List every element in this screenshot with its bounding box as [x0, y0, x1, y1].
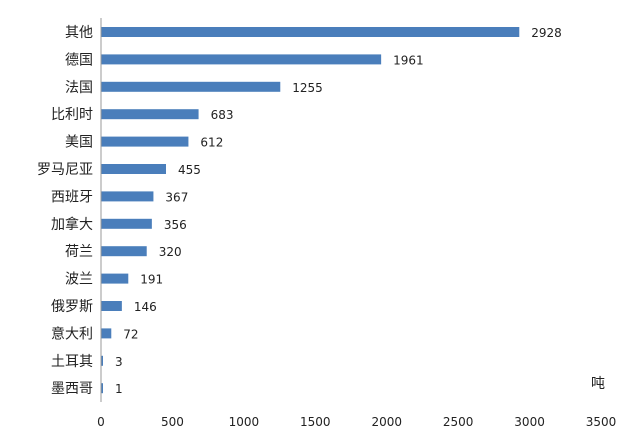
category-label-9: 波兰	[65, 272, 93, 288]
bar-12	[101, 355, 103, 366]
bar-9	[101, 273, 129, 284]
value-label-10: 146	[134, 300, 157, 314]
value-label-7: 356	[164, 218, 187, 232]
value-label-2: 1255	[292, 81, 323, 95]
category-label-0: 其他	[65, 25, 93, 41]
category-label-12: 土耳其	[51, 354, 93, 370]
category-label-4: 美国	[65, 135, 93, 151]
value-label-6: 367	[165, 190, 188, 204]
bar-11	[101, 328, 112, 339]
x-tick-label-3: 1500	[300, 415, 331, 429]
category-label-10: 俄罗斯	[51, 299, 93, 315]
bar-13	[101, 383, 103, 394]
bar-10	[101, 301, 122, 311]
value-label-8: 320	[159, 245, 182, 259]
value-label-1: 1961	[393, 53, 424, 67]
category-label-1: 德国	[65, 52, 93, 68]
bar-2	[101, 81, 281, 92]
category-label-2: 法国	[65, 80, 93, 96]
value-label-9: 191	[140, 273, 163, 287]
category-label-7: 加拿大	[51, 216, 93, 233]
x-tick-label-4: 2000	[371, 415, 402, 429]
x-axis-unit-label: 吨	[591, 376, 605, 392]
category-label-3: 比利时	[51, 107, 93, 123]
bar-7	[101, 218, 152, 229]
value-label-0: 2928	[531, 26, 562, 40]
category-label-6: 西班牙	[51, 189, 93, 205]
bar-6	[101, 191, 154, 202]
bar-3	[101, 109, 199, 120]
bar-4	[101, 136, 189, 147]
value-label-5: 455	[178, 163, 201, 177]
value-label-4: 612	[200, 136, 223, 150]
category-label-5: 罗马尼亚	[37, 162, 93, 178]
value-label-13: 1	[115, 382, 123, 396]
x-tick-label-2: 1000	[229, 415, 260, 429]
x-tick-label-1: 500	[161, 415, 184, 429]
category-label-8: 荷兰	[65, 244, 93, 260]
x-tick-label-0: 0	[97, 415, 105, 429]
x-tick-label-5: 2500	[443, 415, 474, 429]
category-label-13: 墨西哥	[51, 381, 93, 397]
x-tick-label-7: 3500	[586, 415, 617, 429]
bar-5	[101, 164, 166, 174]
bar-8	[101, 246, 147, 257]
category-label-11: 意大利	[51, 325, 93, 342]
value-label-11: 72	[123, 327, 138, 341]
value-label-3: 683	[211, 108, 234, 122]
value-label-12: 3	[115, 355, 123, 369]
bar-1	[101, 54, 382, 65]
bar-0	[101, 27, 520, 37]
x-tick-label-6: 3000	[514, 415, 545, 429]
